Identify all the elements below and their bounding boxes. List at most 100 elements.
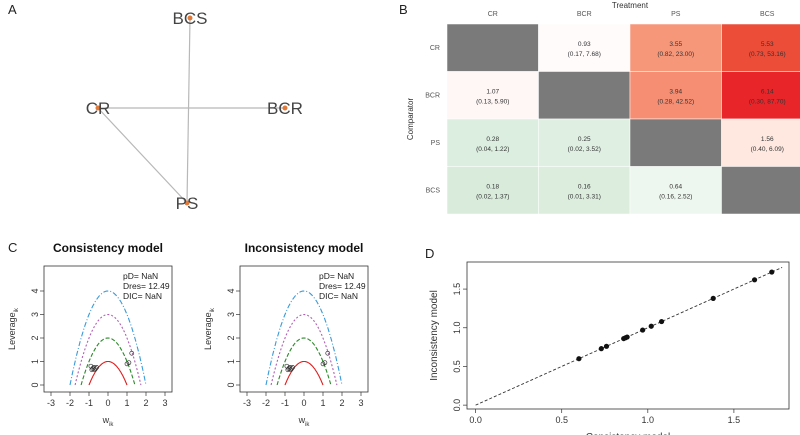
y-tick-label: 3 — [30, 312, 40, 317]
y-tick-label: 0 — [226, 382, 236, 387]
y-tick-label: 1 — [226, 359, 236, 364]
y-tick-label: 1 — [30, 359, 40, 364]
y-tick-label: 0 — [30, 382, 40, 387]
heatmap-cell-ci: (0.73, 53.16) — [749, 51, 786, 58]
heatmap-cell-value: 0.25 — [578, 136, 591, 143]
network-label-cr: CR — [86, 99, 111, 118]
heatmap-row-label: BCR — [425, 92, 440, 99]
heatmap-cell-value: 0.18 — [486, 183, 499, 190]
stat-line: pD= NaN — [319, 271, 354, 281]
plot-frame — [466, 261, 790, 410]
scatter-point — [710, 295, 716, 301]
panel-letter-b: B — [399, 2, 408, 17]
heatmap-cell — [721, 71, 800, 120]
y-tick-label: 0.0 — [452, 399, 462, 412]
x-tick-label: 1.5 — [728, 415, 741, 425]
x-tick-label: 3 — [162, 398, 167, 408]
y-tick-label: 1.5 — [452, 283, 462, 296]
leverage-curve-3 — [74, 313, 142, 386]
x-tick-label: 0.0 — [469, 415, 482, 425]
network-node-ps — [184, 200, 190, 206]
heatmap-diagonal-cell — [721, 166, 800, 215]
heatmap-diagonal-cell — [629, 118, 722, 167]
stat-line: pD= NaN — [123, 271, 158, 281]
heatmap-cell-value: 0.93 — [578, 41, 591, 48]
y-tick-label: 4 — [226, 288, 236, 293]
heatmap-cell-value: 0.16 — [578, 183, 591, 190]
network-label-bcr: BCR — [267, 99, 303, 118]
heatmap-cell-ci: (0.13, 5.90) — [476, 98, 509, 105]
stat-line: Dres= 12.49 — [123, 281, 170, 291]
scatter-point — [603, 343, 610, 349]
y-tick-label: 3 — [226, 312, 236, 317]
heatmap-cell — [629, 71, 722, 120]
heatmap-col-label: BCR — [577, 11, 592, 18]
heatmap: Treatment Comparator CR BCR PS BCS CR BCR PS BCS 0… — [406, 1, 800, 215]
y-axis-label-sub: ik — [210, 307, 216, 312]
leverage-curve-2 — [80, 337, 136, 386]
heatmap-cell — [538, 166, 631, 215]
network-label-ps: PS — [176, 194, 199, 213]
leverage-point — [89, 367, 95, 373]
heatmap-cell-ci: (0.02, 3.52) — [568, 146, 601, 153]
heatmap-col-label: CR — [488, 11, 498, 18]
x-tick-label: -2 — [66, 398, 74, 408]
y-tick-label: 1.0 — [452, 322, 462, 335]
leverage-curve-4 — [69, 290, 147, 386]
scatter-point — [598, 346, 604, 352]
x-axis-label-sub: ik — [109, 422, 114, 428]
heatmap-cell-ci: (0.17, 7.68) — [568, 51, 601, 58]
heatmap-cell-value: 1.07 — [486, 88, 499, 95]
network-edge-CR-PS — [97, 107, 188, 204]
heatmap-cell-value: 1.56 — [761, 136, 774, 143]
x-axis-label-sub: ik — [305, 422, 310, 428]
x-tick-label: -1 — [281, 398, 289, 408]
heatmap-cell — [446, 71, 539, 120]
x-tick-label: 1 — [124, 398, 129, 408]
heatmap-ylabel: Comparator — [406, 98, 415, 141]
network-node-cr — [95, 105, 101, 111]
heatmap-row-label: CR — [430, 45, 440, 52]
x-tick-label: 0 — [105, 398, 110, 408]
y-tick-label: 2 — [30, 335, 40, 340]
heatmap-title: Treatment — [612, 1, 649, 10]
leverage-point — [322, 360, 328, 366]
panel-letter-c: C — [8, 240, 18, 255]
y-axis-label: Leverageik — [7, 307, 20, 350]
leverage-curve-3 — [270, 313, 338, 386]
heatmap-cell-value: 3.94 — [669, 88, 682, 95]
scatter-point — [751, 277, 758, 283]
heatmap-cell — [538, 23, 631, 72]
x-axis-label: wik — [298, 415, 311, 428]
heatmap-cell-ci: (0.40, 6.09) — [751, 146, 784, 153]
x-tick-label: -1 — [85, 398, 93, 408]
x-tick-label: 2 — [143, 398, 148, 408]
heatmap-cell — [446, 166, 539, 215]
heatmap-diagonal-cell — [446, 23, 539, 72]
leverage-curve-4 — [265, 290, 343, 386]
stat-line: Dres= 12.49 — [319, 281, 366, 291]
x-tick-label: 3 — [358, 398, 363, 408]
heatmap-cell-ci: (0.16, 2.52) — [659, 193, 692, 200]
x-tick-label: 2 — [339, 398, 344, 408]
leverage-point — [129, 350, 135, 356]
network-node-bcs — [187, 15, 193, 21]
heatmap-cell-ci: (0.28, 42.52) — [657, 98, 694, 105]
y-tick-label: 2 — [226, 335, 236, 340]
heatmap-cell — [538, 118, 631, 167]
heatmap-cell — [721, 23, 800, 72]
network-graph: BCS CR BCR PS — [86, 9, 303, 213]
leverage-point — [126, 360, 132, 366]
heatmap-cell — [721, 118, 800, 167]
x-axis-label: Consistency model — [586, 432, 670, 435]
heatmap-col-label: PS — [671, 11, 681, 18]
plot-title: Consistency model — [53, 241, 163, 255]
heatmap-cell-ci: (0.02, 1.37) — [476, 193, 509, 200]
heatmap-cell — [629, 166, 722, 215]
stat-line: DIC= NaN — [123, 291, 162, 301]
heatmap-cell-ci: (0.30, 87.70) — [749, 98, 786, 105]
heatmap-cell-value: 0.28 — [486, 136, 499, 143]
stat-line: DIC= NaN — [319, 291, 358, 301]
y-tick-label: 4 — [30, 288, 40, 293]
